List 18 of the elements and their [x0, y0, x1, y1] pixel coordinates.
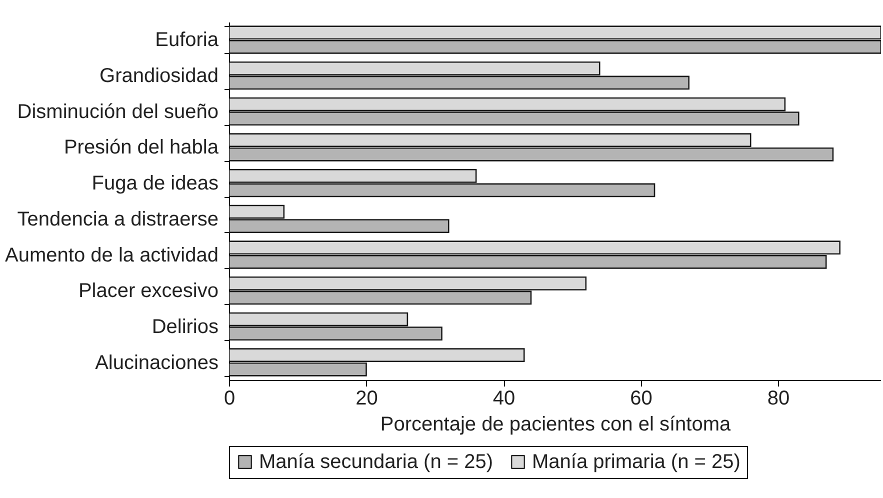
y-tick-label: Placer excesivo — [78, 280, 218, 302]
y-tick-label: Fuga de ideas — [92, 172, 218, 195]
y-tick-label: Presión del habla — [64, 136, 220, 159]
y-tick-label: Alucinaciones — [95, 352, 218, 374]
y-tick-label: Tendencia a distraerse — [17, 208, 218, 230]
y-tick-label: Disminución del sueño — [17, 100, 218, 123]
x-tick-label: 60 — [630, 388, 652, 410]
x-tick-label: 80 — [767, 388, 790, 410]
x-tick-label: 20 — [356, 388, 378, 410]
y-tick-label: Grandiosidad — [100, 65, 218, 88]
y-tick-label: Delirios — [152, 316, 218, 338]
x-axis-title: Porcentaje de pacientes con el síntoma — [380, 414, 732, 436]
y-tick-label: Euforia — [155, 29, 220, 52]
legend-label: Manía secundaria (n = 25) — [259, 451, 494, 473]
legend-label: Manía primaria (n = 25) — [532, 451, 740, 473]
x-tick-label: 40 — [492, 388, 516, 410]
y-tick-label: Aumento de la actividad — [5, 244, 218, 266]
x-tick-label: 0 — [224, 388, 236, 410]
